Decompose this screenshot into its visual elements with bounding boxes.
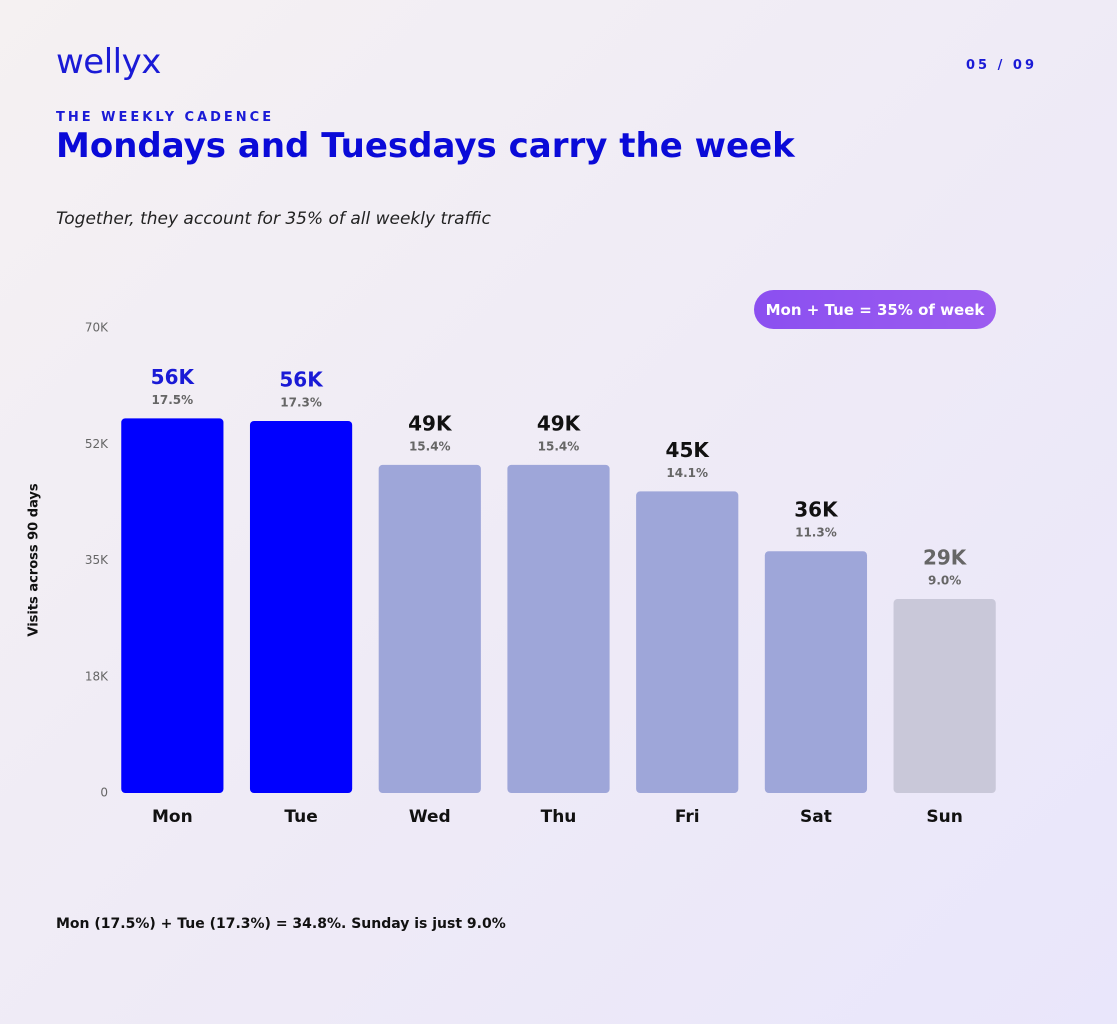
bar <box>893 599 996 793</box>
value-label: 56K <box>151 365 196 389</box>
subtitle: Together, they account for 35% of all we… <box>56 209 491 229</box>
x-tick-label: Wed <box>409 807 451 827</box>
share-label: 15.4% <box>409 439 451 453</box>
share-label: 17.5% <box>152 393 194 407</box>
eyebrow: THE WEEKLY CADENCE <box>56 110 275 125</box>
y-axis-label: Visits across 90 days <box>27 483 42 637</box>
y-tick-label: 70K <box>85 321 109 335</box>
value-label: 49K <box>537 411 582 435</box>
share-label: 9.0% <box>928 574 961 588</box>
x-tick-label: Mon <box>152 807 193 827</box>
x-tick-label: Thu <box>541 807 577 827</box>
share-label: 17.3% <box>280 396 322 410</box>
value-label: 29K <box>923 546 968 570</box>
bar <box>249 421 353 793</box>
title: Mondays and Tuesdays carry the week <box>56 126 795 166</box>
x-tick-label: Fri <box>675 807 700 827</box>
x-tick-label: Sun <box>926 807 962 827</box>
bar <box>507 464 610 793</box>
value-label: 45K <box>666 438 711 462</box>
y-tick-label: 18K <box>85 669 109 683</box>
share-label: 11.3% <box>795 526 837 540</box>
bar <box>764 551 868 793</box>
x-tick-label: Sat <box>800 807 832 827</box>
share-label: 15.4% <box>538 439 580 453</box>
x-tick-label: Tue <box>284 807 317 827</box>
page-number: 05 / 09 <box>966 58 1037 73</box>
y-tick-label: 0 <box>100 786 108 800</box>
annotation-badge: Mon + Tue = 35% of week <box>754 290 996 329</box>
footer-note: Mon (17.5%) + Tue (17.3%) = 34.8%. Sunda… <box>56 916 506 932</box>
bar <box>636 491 739 793</box>
brand: wellyx <box>56 42 161 82</box>
y-tick-label: 52K <box>85 437 109 451</box>
y-tick-label: 35K <box>85 553 109 567</box>
value-label: 49K <box>408 411 453 435</box>
share-label: 14.1% <box>666 466 708 480</box>
bar <box>378 464 481 793</box>
value-label: 56K <box>279 368 324 392</box>
value-label: 36K <box>794 498 839 522</box>
bar <box>121 418 224 793</box>
